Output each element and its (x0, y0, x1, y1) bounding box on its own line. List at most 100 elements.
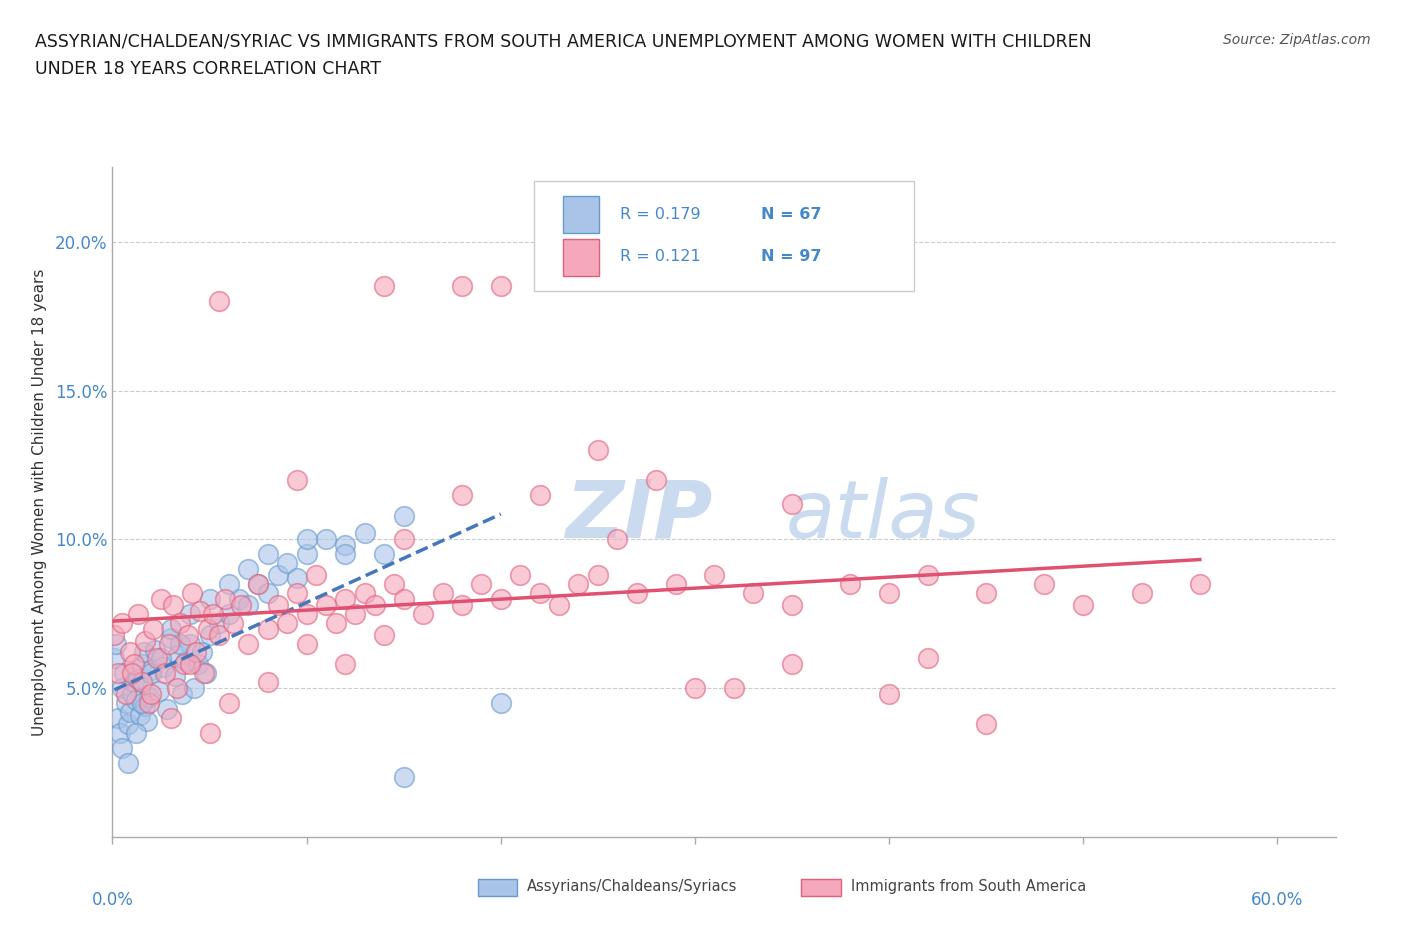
Point (295, 636, 318, 651)
Point (128, 708, 150, 723)
Point (1130, 586, 1153, 601)
Point (877, 586, 900, 601)
Point (117, 716, 139, 731)
Point (194, 666, 217, 681)
Point (412, 606, 434, 621)
Point (131, 657, 153, 671)
Text: 60.0%: 60.0% (1251, 891, 1303, 909)
Point (184, 645, 207, 660)
Point (335, 591, 357, 606)
Point (974, 716, 997, 731)
Point (122, 675, 145, 690)
Point (974, 586, 997, 601)
Point (103, 627, 125, 642)
Point (208, 627, 231, 642)
Point (181, 586, 204, 601)
Point (335, 547, 357, 562)
Point (451, 597, 474, 612)
Point (354, 586, 377, 601)
Point (529, 586, 551, 601)
Point (208, 616, 231, 631)
Point (742, 586, 765, 601)
Point (266, 567, 288, 582)
Point (115, 696, 138, 711)
Point (214, 591, 236, 606)
Point (111, 681, 134, 696)
Point (529, 487, 551, 502)
Point (276, 616, 298, 631)
Point (392, 591, 415, 606)
Point (363, 597, 385, 612)
Point (780, 657, 803, 671)
Text: R = 0.121: R = 0.121 (620, 249, 700, 264)
Point (122, 657, 145, 671)
Point (295, 606, 318, 621)
Point (179, 606, 201, 621)
Point (163, 669, 186, 684)
Point (198, 627, 221, 642)
Point (202, 606, 225, 621)
Point (141, 686, 163, 701)
Point (167, 648, 190, 663)
Point (228, 591, 250, 606)
Point (153, 666, 176, 681)
Point (218, 577, 240, 591)
Text: Assyrians/Chaldeans/Syriacs: Assyrians/Chaldeans/Syriacs (527, 879, 738, 894)
Point (138, 690, 160, 705)
Point (169, 636, 191, 651)
Point (586, 443, 609, 458)
Point (198, 591, 221, 606)
Point (664, 577, 686, 591)
Point (162, 597, 184, 612)
Point (305, 567, 328, 582)
Point (392, 508, 415, 523)
Point (489, 696, 512, 711)
Point (191, 645, 214, 660)
Point (1188, 577, 1211, 591)
Point (780, 497, 803, 512)
Point (218, 606, 240, 621)
Point (683, 681, 706, 696)
Point (107, 666, 129, 681)
Text: N = 97: N = 97 (761, 249, 821, 264)
Point (917, 651, 939, 666)
Point (136, 713, 159, 728)
Text: R = 0.179: R = 0.179 (620, 206, 700, 221)
Point (177, 627, 200, 642)
Point (606, 532, 628, 547)
Point (509, 567, 531, 582)
Text: ZIP: ZIP (565, 476, 713, 554)
Point (115, 686, 138, 701)
Point (179, 657, 201, 671)
Point (295, 547, 318, 562)
Point (470, 577, 492, 591)
Point (141, 663, 163, 678)
FancyBboxPatch shape (534, 180, 914, 291)
Point (138, 696, 160, 711)
Point (103, 651, 125, 666)
Point (150, 591, 173, 606)
Point (1033, 577, 1056, 591)
Point (118, 705, 141, 720)
Point (121, 666, 143, 681)
Point (222, 616, 245, 631)
Point (121, 686, 143, 701)
Point (392, 532, 415, 547)
Point (173, 657, 195, 671)
Point (193, 666, 215, 681)
Point (118, 645, 141, 660)
Point (238, 562, 260, 577)
Point (392, 770, 415, 785)
Point (208, 294, 231, 309)
Point (432, 586, 454, 601)
Point (131, 696, 153, 711)
Point (150, 651, 173, 666)
Point (188, 604, 211, 618)
Point (187, 657, 209, 671)
Point (218, 696, 240, 711)
Point (229, 597, 252, 612)
Point (703, 567, 725, 582)
Point (198, 725, 221, 740)
Point (157, 636, 180, 651)
Point (169, 616, 191, 631)
